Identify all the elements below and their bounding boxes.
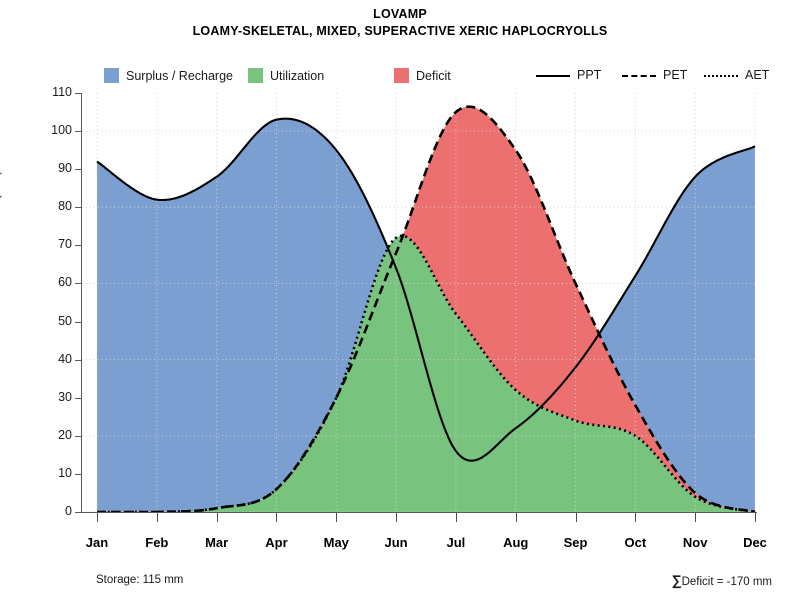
x-tick-jun (396, 513, 398, 522)
plot-area (82, 93, 787, 517)
y-tick-label-60: 60 (58, 275, 72, 290)
x-tick-mar (216, 513, 218, 522)
x-tick-jul (455, 513, 457, 522)
water-balance-svg (82, 93, 787, 517)
deficit-area (402, 106, 769, 514)
surplus-recharge-area (599, 146, 755, 512)
y-tick-20 (75, 435, 81, 437)
x-tick-oct (635, 513, 637, 522)
storage-note: Storage: 115 mm (96, 574, 184, 586)
x-tick-label-aug: Aug (503, 535, 529, 550)
chart-legend: Surplus / Recharge Utilization Deficit P… (0, 68, 800, 88)
legend-label-ppt: PPT (577, 68, 602, 82)
legend-label-surplus: Surplus / Recharge (126, 68, 234, 83)
dashed-line-icon (622, 69, 656, 82)
legend-item-surplus: Surplus / Recharge (104, 68, 233, 83)
x-tick-may (336, 513, 338, 522)
x-tick-label-jun: Jun (384, 535, 408, 550)
x-tick-label-jan: Jan (85, 535, 109, 550)
title-line-1: LOVAMP (373, 7, 427, 21)
x-tick-label-oct: Oct (624, 535, 647, 550)
y-tick-label-0: 0 (65, 504, 72, 518)
x-tick-label-mar: Mar (205, 535, 229, 550)
x-tick-aug (515, 513, 517, 522)
x-tick-label-dec: Dec (743, 535, 767, 550)
surplus-swatch-icon (104, 68, 119, 83)
title-line-2: LOAMY-SKELETAL, MIXED, SUPERACTIVE XERIC… (192, 24, 608, 38)
y-tick-10 (75, 473, 81, 475)
y-tick-label-50: 50 (58, 313, 72, 328)
y-tick-30 (75, 397, 81, 399)
y-tick-80 (75, 207, 81, 209)
legend-label-deficit: Deficit (416, 68, 451, 83)
y-tick-label-30: 30 (58, 389, 72, 404)
deficit-note: ∑Deficit = -170 mm (672, 572, 772, 588)
pet-curve (97, 105, 756, 514)
x-tick-apr (276, 513, 278, 522)
y-tick-label-100: 100 (51, 123, 72, 138)
surplus-recharge-area (97, 118, 393, 513)
y-tick-label-110: 110 (52, 85, 72, 99)
legend-item-deficit: Deficit (394, 68, 451, 83)
legend-label-pet: PET (663, 68, 688, 82)
y-tick-50 (75, 321, 81, 323)
y-tick-60 (75, 283, 81, 285)
legend-label-utilization: Utilization (270, 68, 325, 83)
y-tick-90 (75, 169, 81, 171)
deficit-swatch-icon (394, 68, 409, 83)
chart-title: LOVAMP LOAMY-SKELETAL, MIXED, SUPERACTIV… (0, 6, 800, 40)
x-tick-dec (755, 513, 756, 522)
deficit-note-text: Deficit = -170 mm (681, 576, 772, 588)
y-tick-0 (75, 512, 81, 513)
y-tick-70 (75, 245, 81, 247)
x-tick-label-jul: Jul (446, 535, 466, 550)
x-tick-sep (575, 513, 577, 522)
y-tick-40 (75, 359, 81, 361)
aet-curve (97, 234, 756, 514)
legend-item-ppt: PPT (536, 68, 601, 82)
y-tick-label-40: 40 (58, 351, 72, 366)
y-tick-label-80: 80 (58, 199, 72, 214)
y-axis-title: Water (mm) (0, 170, 2, 237)
legend-item-utilization: Utilization (248, 68, 324, 83)
y-tick-label-70: 70 (58, 237, 72, 252)
dotted-line-icon (704, 69, 738, 82)
y-tick-label-20: 20 (58, 427, 72, 442)
x-tick-label-apr: Apr (265, 535, 288, 550)
y-tick-label-90: 90 (58, 161, 72, 176)
legend-item-pet: PET (622, 68, 687, 82)
x-tick-label-feb: Feb (145, 535, 169, 550)
x-tick-jan (97, 513, 98, 522)
x-tick-label-nov: Nov (682, 535, 708, 550)
y-tick-label-10: 10 (58, 465, 72, 480)
utilization-swatch-icon (248, 68, 263, 83)
ppt-curve (96, 117, 756, 462)
sigma-icon: ∑ (671, 572, 682, 588)
x-tick-feb (156, 513, 158, 522)
x-tick-label-sep: Sep (563, 535, 588, 550)
x-axis-line (81, 512, 757, 513)
solid-line-icon (536, 69, 570, 82)
y-tick-110 (75, 93, 81, 94)
x-tick-nov (695, 513, 697, 522)
legend-item-aet: AET (704, 68, 769, 82)
legend-label-aet: AET (745, 68, 770, 82)
y-tick-100 (75, 131, 81, 133)
y-axis-line (81, 93, 82, 513)
x-tick-label-may: May (323, 535, 349, 550)
